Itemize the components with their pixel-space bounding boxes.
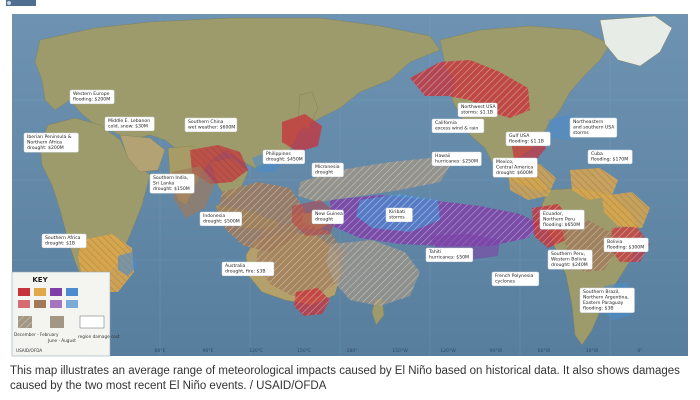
degree-label-8: 60°W [538,348,551,354]
key-label-december: December - February [14,332,59,337]
map-label-text-10: Southern Africa drought: $1B [45,235,81,246]
map-key: KEY December - February June - August re… [11,271,120,357]
key-swatch-storm-2 [50,300,62,308]
map-label-text-2: Iberian Peninsula & Northern Africa drough… [27,134,72,151]
key-swatch-wet-2 [18,300,30,308]
key-swatch-wet [18,288,30,296]
degree-label-9: 30°W [586,348,599,354]
degree-label-1: 90°E [202,348,213,354]
map-label-19: Cuba flooding: $170M [587,149,633,165]
map-label-text-14: Northwest USA storms: $1.1B [461,104,496,115]
greenland [599,15,673,67]
map-label-11: Hawaii hurricanes: $250M [431,151,482,167]
map-label-text-8: New Guinea drought [315,211,343,222]
map-label-10: Southern Africa drought: $1B [41,233,87,249]
map-label-8: New Guinea drought [311,209,344,225]
map-label-9: Australia drought, fire: $3B [221,261,275,277]
map-label-text-15: California excess wind & rain [435,120,478,131]
map-label-text-4: Southern India, Sri Lanka drought: $150M [153,175,190,192]
map-label-0: Western Europe flooding: $200M [69,89,115,105]
map-label-4: Southern India, Sri Lanka drought: $150M [149,173,195,194]
map-label-24: Southern Brazil, Northern Argentina, Easte… [579,287,635,313]
map-label-text-7: Indonesia drought: $500M [203,213,240,224]
map-label-22: Southern Peru, Western Bolivia drought: $2… [547,249,593,270]
key-swatch-drought-2 [34,300,46,308]
map-label-text-0: Western Europe flooding: $200M [73,91,110,102]
key-source: USAID/OFDA [16,348,42,353]
map-label-text-21: Bolivia flooding: $300M [607,239,644,250]
map-label-13: Tahiti hurricanes: $50M [425,247,474,263]
degree-label-5: 150°W [392,348,408,354]
map-label-21: Bolivia flooding: $300M [603,237,649,253]
map-caption: This map illustrates an average range of… [10,365,680,392]
key-swatch-storm [50,288,62,296]
key-panel [11,271,111,357]
map-label-text-3: Southern China wet weather: $600M [188,119,235,130]
logo [6,0,36,6]
el-nino-impact-map: Western Europe flooding: $200M Middle E. L… [0,0,700,357]
key-swatch-cold [66,288,78,296]
key-swatch-cold-2 [66,300,78,308]
map-label-2: Iberian Peninsula & Northern Africa drough… [23,132,79,153]
degree-label-0: 60°E [154,348,165,354]
map-label-text-5: Philippines drought: $450M [266,151,303,162]
map-label-12: Kiribati storms [385,207,413,223]
map-label-3: Southern China wet weather: $600M [184,117,238,133]
degree-label-2: 120°E [249,348,263,354]
degree-label-10: 0° [637,348,642,354]
map-label-1: Middle E. Lebanon cold, snow: $30M [104,116,155,132]
map-label-text-12: Kiribati storms [389,209,405,220]
map-label-text-19: Cuba flooding: $170M [591,151,628,162]
map-label-17: Northeastern and southern USA storms [569,117,618,138]
impact-zones [78,60,650,320]
arabia [119,134,166,173]
header-bar [0,0,700,14]
degree-label-7: 90°W [490,348,503,354]
map-label-15: California excess wind & rain [431,118,485,134]
map-label-text-16: Gulf USA flooding: $1.1B [509,133,544,144]
map-label-text-1: Middle E. Lebanon cold, snow: $30M [108,118,150,129]
degree-label-4: 180° [346,348,357,354]
key-swatch-damage [79,315,105,329]
key-swatch-period-jun [50,316,64,328]
map-label-7: Indonesia drought: $500M [199,211,242,227]
map-label-text-17: Northeastern and southern USA storms [573,119,615,136]
map-label-text-9: Australia drought, fire: $3B [225,263,266,274]
map-label-6: Micronesia drought [311,162,344,178]
key-label-damage: region damage cost [78,334,120,339]
degree-label-6: 120°W [440,348,456,354]
map-label-text-11: Hawaii hurricanes: $250M [435,153,478,164]
zone-southern-africa-cold [118,252,138,276]
map-label-16: Gulf USA flooding: $1.1B [505,131,551,147]
map-label-14: Northwest USA storms: $1.1B [457,102,498,118]
map-label-text-24: Southern Brazil, Northern Argentina, Easte… [583,289,629,311]
key-title: KEY [32,276,48,284]
map-labels: Western Europe flooding: $200M Middle E. L… [23,89,649,313]
zone-japan [282,114,322,152]
map-label-text-23: French Polynesia cyclones [495,273,534,284]
degree-labels: 60°E 90°E 120°E 150°E 180° 150°W 120°W 90°W 60°W… [154,348,642,354]
map-label-text-20: Ecuador, Northern Peru flooding: $650M [543,211,580,228]
map-label-5: Philippines drought: $450M [262,149,305,165]
key-swatch-drought [34,288,46,296]
map-label-text-13: Tahiti hurricanes: $50M [428,249,469,260]
key-label-june: June - August [47,338,76,343]
degree-label-3: 150°E [297,348,311,354]
map-label-text-18: Mexico, Central America drought: $600M [496,159,533,176]
map-label-text-6: Micronesia drought [315,164,340,175]
map-label-23: French Polynesia cyclones [491,271,540,287]
map-label-18: Mexico, Central America drought: $600M [492,157,538,178]
map-label-text-22: Southern Peru, Western Bolivia drought: $2… [551,251,588,268]
map-label-20: Ecuador, Northern Peru flooding: $650M [539,209,585,230]
